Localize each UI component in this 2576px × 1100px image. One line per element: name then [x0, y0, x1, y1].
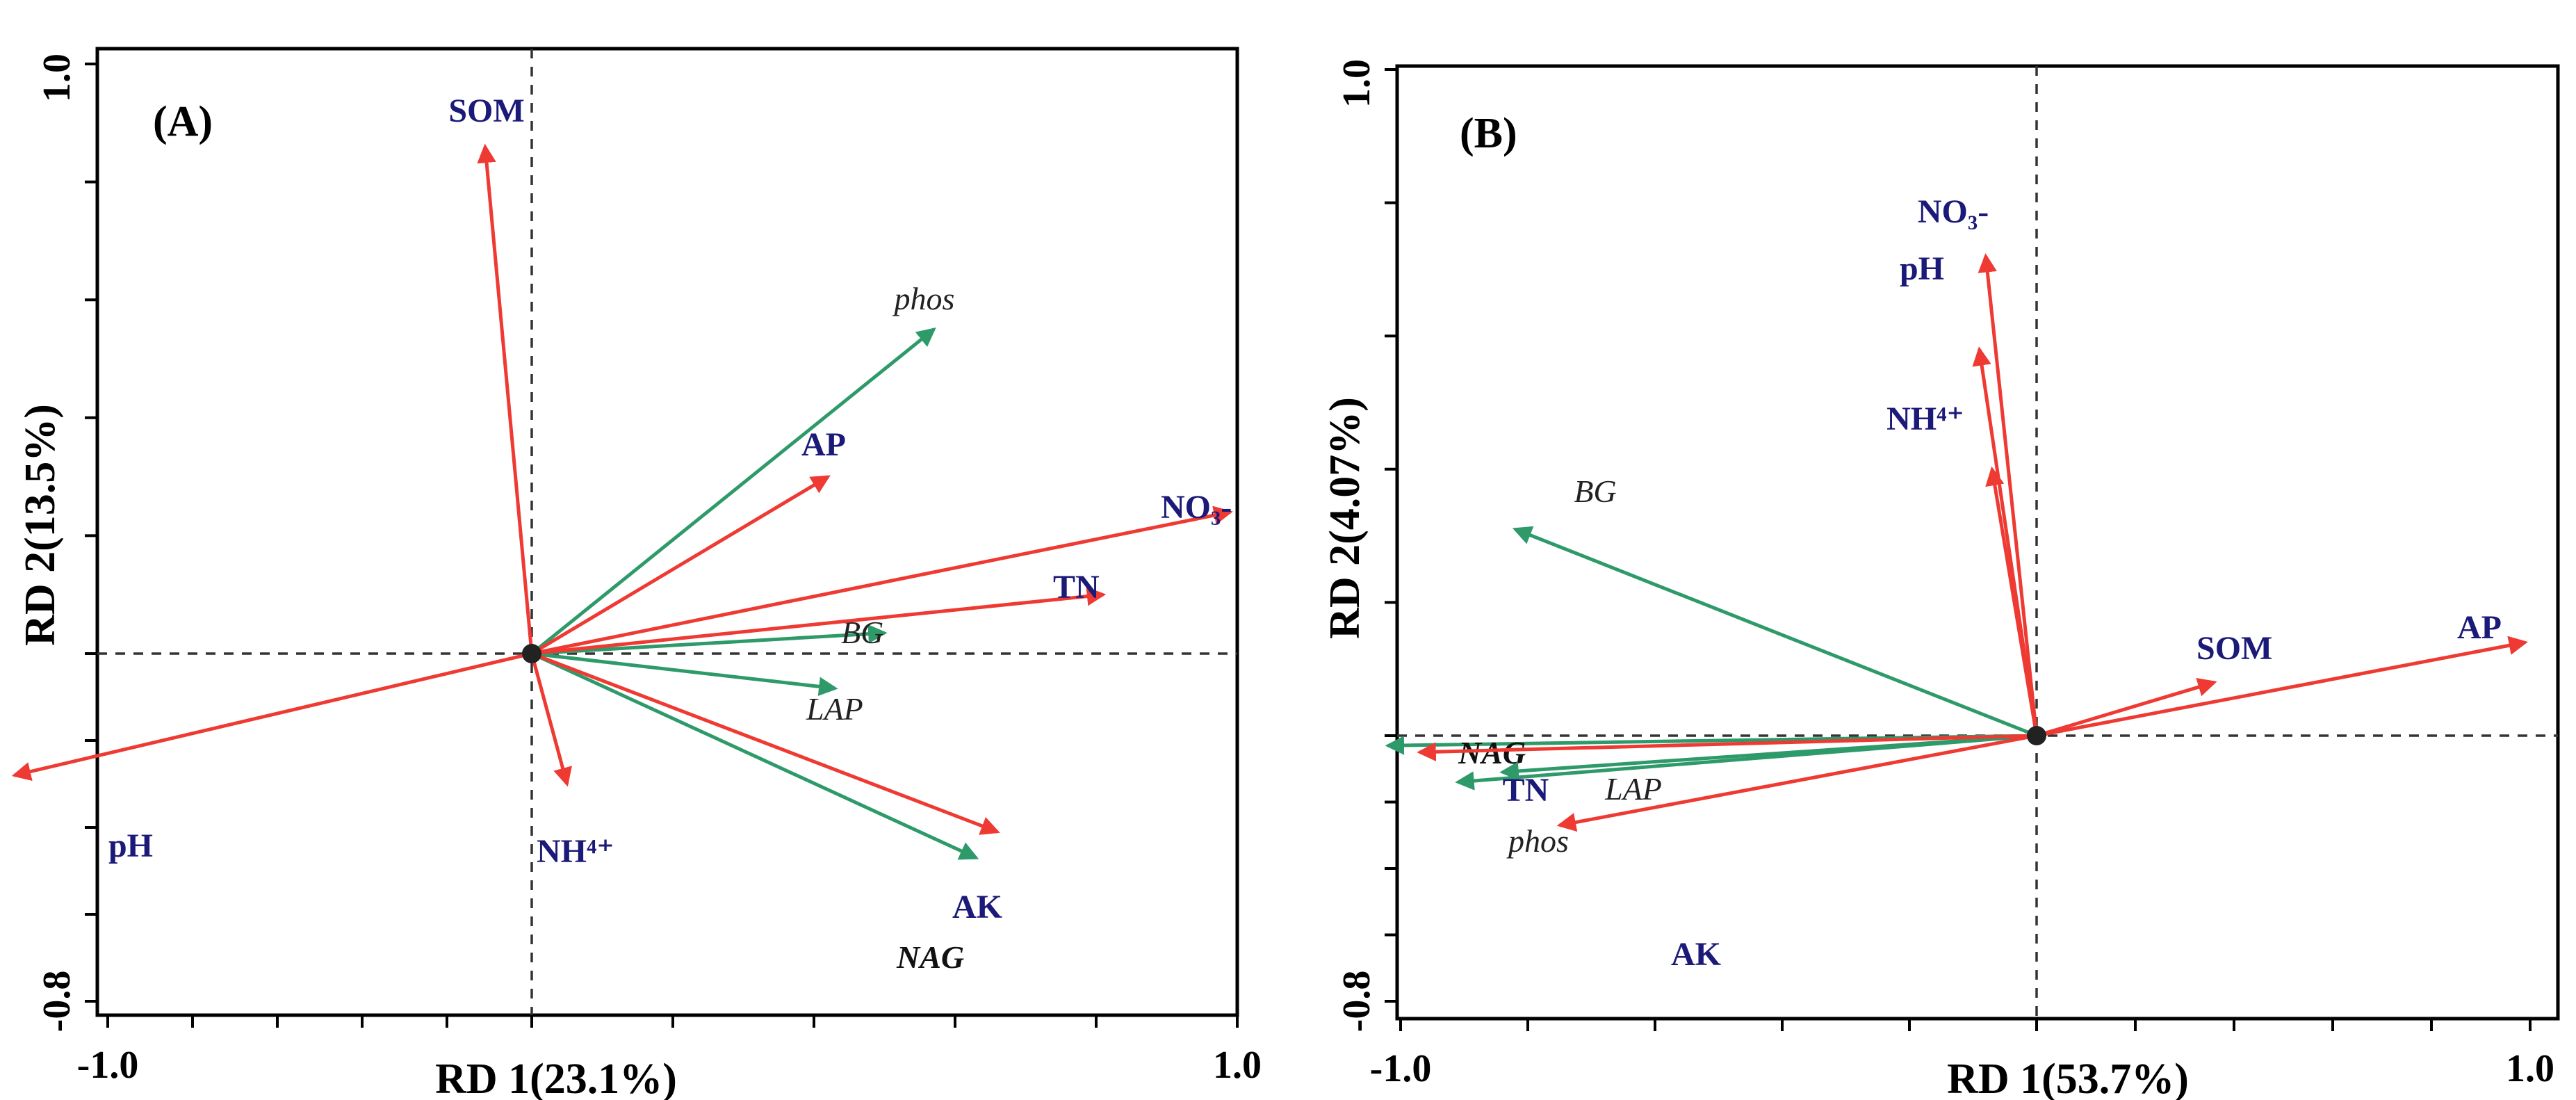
panel-a-env-label-ak: AK [952, 889, 1002, 925]
panel-b-env-arrow-no3 [1978, 253, 2039, 736]
panel-b-x-axis-title: RD 1(53.7%) [1947, 1055, 2189, 1100]
panel-b-env-label-no3: NO₃- [1918, 193, 1989, 230]
panel-b-panel-label: (B) [1460, 110, 1517, 157]
panel-b-x-tick-label-max: 1.0 [2506, 1047, 2554, 1090]
panel-b-y-tick-label-max: 1.0 [1335, 59, 1378, 108]
panel-b-plot-frame [1395, 64, 2560, 1021]
panel-b-y-axis-title: RD 2(4.07%) [1321, 397, 1369, 639]
panel-a-enzyme-label-phos: phos [892, 281, 955, 316]
panel-a: -1.0 1.0 -0.8 1.0 RD 1(23.1%) RD 2(13.5%) (A) p… [11, 47, 1262, 1100]
panel-b-env-arrow-nh4 [1985, 466, 2039, 736]
panel-b-env-label-som: SOM [2196, 630, 2272, 667]
panel-a-env-label-tn: TN [1053, 569, 1100, 606]
panel-a-enzyme-arrow-phos [530, 327, 936, 655]
panel-a-x-tick-label-max: 1.0 [1213, 1044, 1262, 1087]
panel-a-origin-point [522, 644, 541, 663]
panel-b-env-label-ap: AP [2457, 609, 2502, 646]
panel-a-env-arrow-som [477, 143, 534, 654]
panel-b-enzyme-label-bg: BG [1574, 474, 1616, 509]
panel-a-x-tick-label-min: -1.0 [77, 1044, 139, 1087]
panel-b-origin-point [2027, 726, 2046, 745]
panel-a-y-tick-label-min: -0.8 [35, 971, 79, 1033]
panel-b-env-label-ak: AK [1671, 936, 1721, 973]
panel-a-y-axis-title: RD 2(13.5%) [17, 404, 64, 646]
panel-a-env-arrow-ap [530, 475, 831, 656]
panel-b-env-label-ph: pH [1900, 250, 1944, 287]
panel-a-env-label-no3: NO₃- [1161, 489, 1232, 526]
panel-b-env-arrow-tn [1417, 734, 2037, 761]
panel-a-env-label-ap: AP [801, 426, 846, 463]
panel-a-env-arrow-no3 [531, 505, 1233, 656]
panel-b-enzyme-label-lap: LAP [1604, 771, 1662, 807]
panel-a-x-axis-title: RD 1(23.1%) [435, 1055, 677, 1100]
panel-b: -1.0 1.0 -0.8 1.0 RD 1(53.7%) RD 2(4.07%) (B) B… [1321, 59, 2560, 1100]
panel-a-enzyme-label-lap: LAP [806, 691, 863, 727]
panel-a-panel-label: (A) [153, 98, 213, 145]
panel-b-x-tick-label-min: -1.0 [1370, 1047, 1432, 1090]
panel-b-env-label-tn: TN [1503, 772, 1549, 809]
panel-a-env-label-nh4: NH⁴⁺ [537, 833, 614, 870]
panel-b-env-label-nh4: NH⁴⁺ [1886, 401, 1964, 437]
panel-a-enzyme-arrow-bg [531, 624, 888, 656]
panel-a-enzyme-arrow-lap [531, 652, 838, 697]
panel-b-env-arrow-ak [1556, 734, 2037, 832]
panel-a-plot-frame [95, 47, 1239, 1017]
panel-a-env-label-som: SOM [448, 92, 524, 129]
panel-a-env-arrow-ak [531, 652, 1000, 835]
panel-b-enzyme-label-phos: phos [1506, 823, 1569, 859]
panel-b-env-arrow-ap [2036, 636, 2528, 738]
panel-a-y-tick-label-max: 1.0 [35, 54, 79, 102]
panel-a-enzyme-arrow-nag [530, 652, 979, 860]
panel-b-enzyme-arrow-phos [1455, 734, 2037, 791]
panel-b-y-tick-label-min: -0.8 [1335, 971, 1378, 1033]
panel-a-env-arrow-tn [531, 586, 1107, 656]
panel-a-enzyme-label-nag: NAG [896, 939, 964, 975]
panel-a-env-arrow-ph [11, 652, 532, 782]
panel-b-enzyme-arrow-bg [1512, 526, 2037, 738]
panel-a-env-arrow-nh4 [530, 653, 572, 787]
panel-a-env-label-ph: pH [108, 827, 153, 864]
panel-b-env-arrow-som [2036, 677, 2217, 738]
